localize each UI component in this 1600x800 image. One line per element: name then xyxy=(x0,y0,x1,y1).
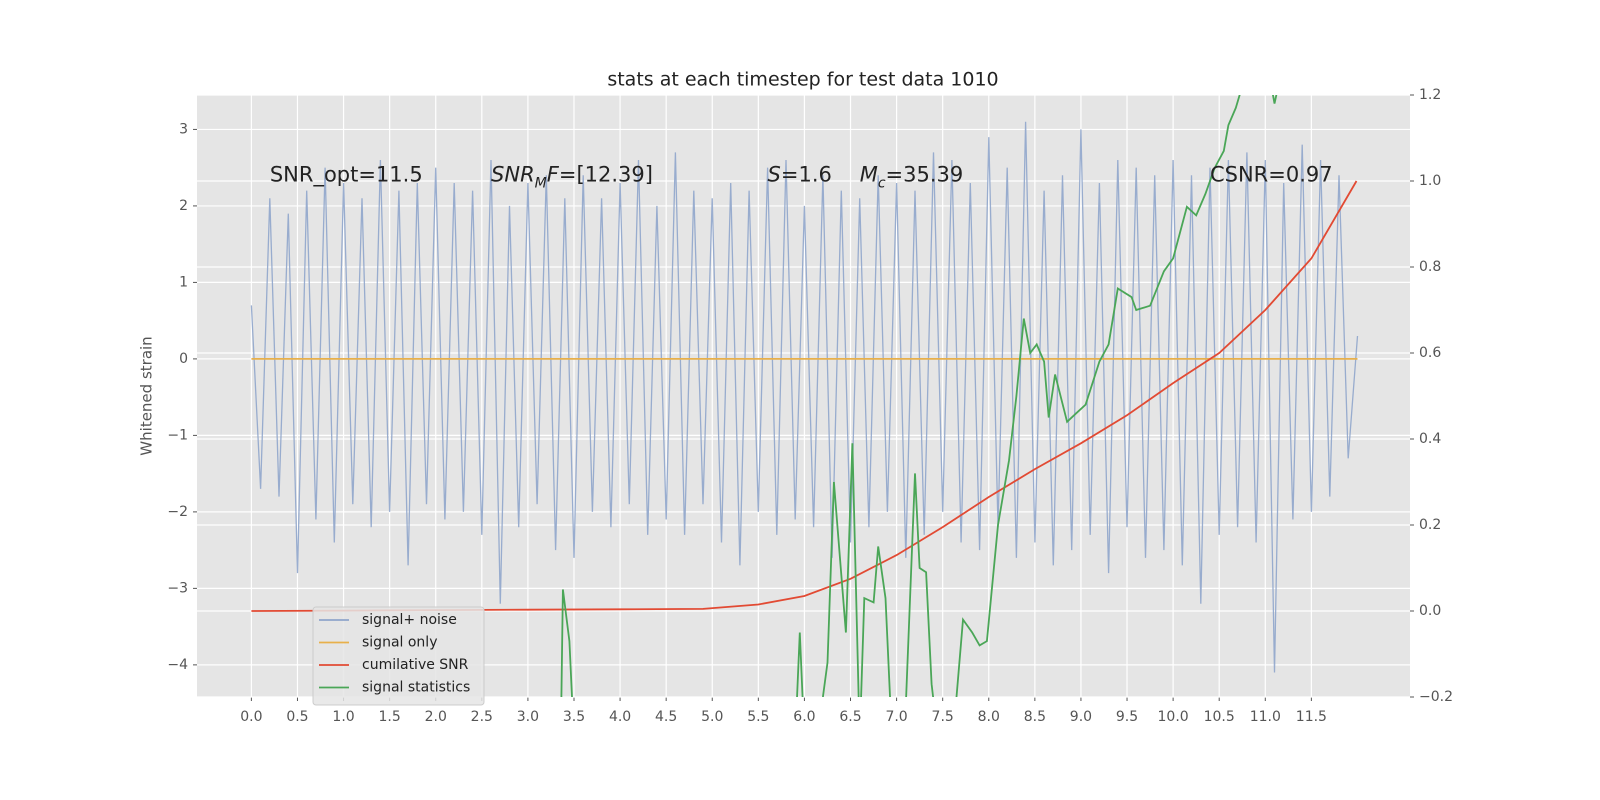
y2-tick-label: 0.6 xyxy=(1419,345,1441,361)
x-tick-label: 9.0 xyxy=(1070,709,1092,725)
x-tick-label: 11.0 xyxy=(1250,709,1281,725)
annotation-part: =35.39 xyxy=(886,162,964,186)
chart-title: stats at each timestep for test data 101… xyxy=(607,69,998,91)
x-tick-label: 8.0 xyxy=(978,709,1000,725)
y-tick-label: −2 xyxy=(167,504,188,520)
series-line xyxy=(560,95,1278,697)
y2-tick-label: 0.8 xyxy=(1419,259,1441,275)
x-tick-label: 1.5 xyxy=(379,709,401,725)
annotation-part: M xyxy=(860,162,878,186)
x-tick-label: 7.0 xyxy=(885,709,907,725)
x-tick-label: 5.0 xyxy=(701,709,723,725)
annotation-part: M xyxy=(535,175,547,191)
series-line xyxy=(250,121,1359,673)
x-tick-label: 6.5 xyxy=(839,709,861,725)
y2-tick-label: 0.4 xyxy=(1419,431,1441,447)
x-tick-label: 11.5 xyxy=(1296,709,1327,725)
x-tick-label: 10.5 xyxy=(1204,709,1235,725)
annotation: SNRMF=[12.39] xyxy=(491,162,653,191)
series-layer xyxy=(250,95,1359,697)
y-tick-label: −4 xyxy=(167,657,188,673)
annotation-part: SNR xyxy=(491,162,535,186)
legend-label: signal statistics xyxy=(362,680,470,696)
legend-label: signal+ noise xyxy=(362,612,457,628)
y-tick-label: 3 xyxy=(179,121,188,137)
series-line xyxy=(251,180,1358,612)
y-tick-label: 1 xyxy=(179,274,188,290)
legend-label: signal only xyxy=(362,635,437,651)
annotation-part: =1.6 xyxy=(781,162,832,186)
y2-tick-label: 0.2 xyxy=(1419,517,1441,533)
y-tick-label: 0 xyxy=(179,351,188,367)
annotation-part: =[12.39] xyxy=(559,162,653,186)
annotation-part: CSNR=0.97 xyxy=(1210,162,1333,186)
y-tick-label: −1 xyxy=(167,427,188,443)
x-tick-label: 2.0 xyxy=(425,709,447,725)
x-tick-label: 1.0 xyxy=(332,709,354,725)
x-tick-label: 7.5 xyxy=(932,709,954,725)
annotation: Mc=35.39 xyxy=(860,162,964,191)
y-tick-label: −3 xyxy=(167,580,188,596)
annotation-part: S xyxy=(768,162,781,186)
y2-tick-label: 1.0 xyxy=(1419,173,1441,189)
annotation-part: c xyxy=(878,175,886,191)
x-tick-label: 10.0 xyxy=(1158,709,1189,725)
x-tick-label: 0.0 xyxy=(240,709,262,725)
x-tick-label: 3.0 xyxy=(517,709,539,725)
annotation: S=1.6 xyxy=(768,162,832,186)
x-tick-label: 5.5 xyxy=(747,709,769,725)
y2-tick-label: 0.0 xyxy=(1419,603,1441,619)
x-tick-label: 6.0 xyxy=(793,709,815,725)
annotation: CSNR=0.97 xyxy=(1210,162,1333,186)
x-tick-label: 9.5 xyxy=(1116,709,1138,725)
y-axis-label: Whitened strain xyxy=(138,336,156,455)
annotation: SNR_opt=11.5 xyxy=(270,162,423,187)
x-tick-label: 0.5 xyxy=(286,709,308,725)
x-tick-label: 8.5 xyxy=(1024,709,1046,725)
x-tick-label: 3.5 xyxy=(563,709,585,725)
annotation-part: SNR_opt=11.5 xyxy=(270,162,423,187)
y2-tick-label: 1.2 xyxy=(1419,87,1441,103)
y-tick-label: 2 xyxy=(179,198,188,214)
x-tick-label: 4.5 xyxy=(655,709,677,725)
y2-tick-label: −0.2 xyxy=(1419,689,1453,705)
legend-label: cumilative SNR xyxy=(362,657,469,673)
x-tick-label: 4.0 xyxy=(609,709,631,725)
x-tick-label: 2.5 xyxy=(471,709,493,725)
annotation-part: F xyxy=(547,162,560,186)
legend-box xyxy=(312,606,485,706)
